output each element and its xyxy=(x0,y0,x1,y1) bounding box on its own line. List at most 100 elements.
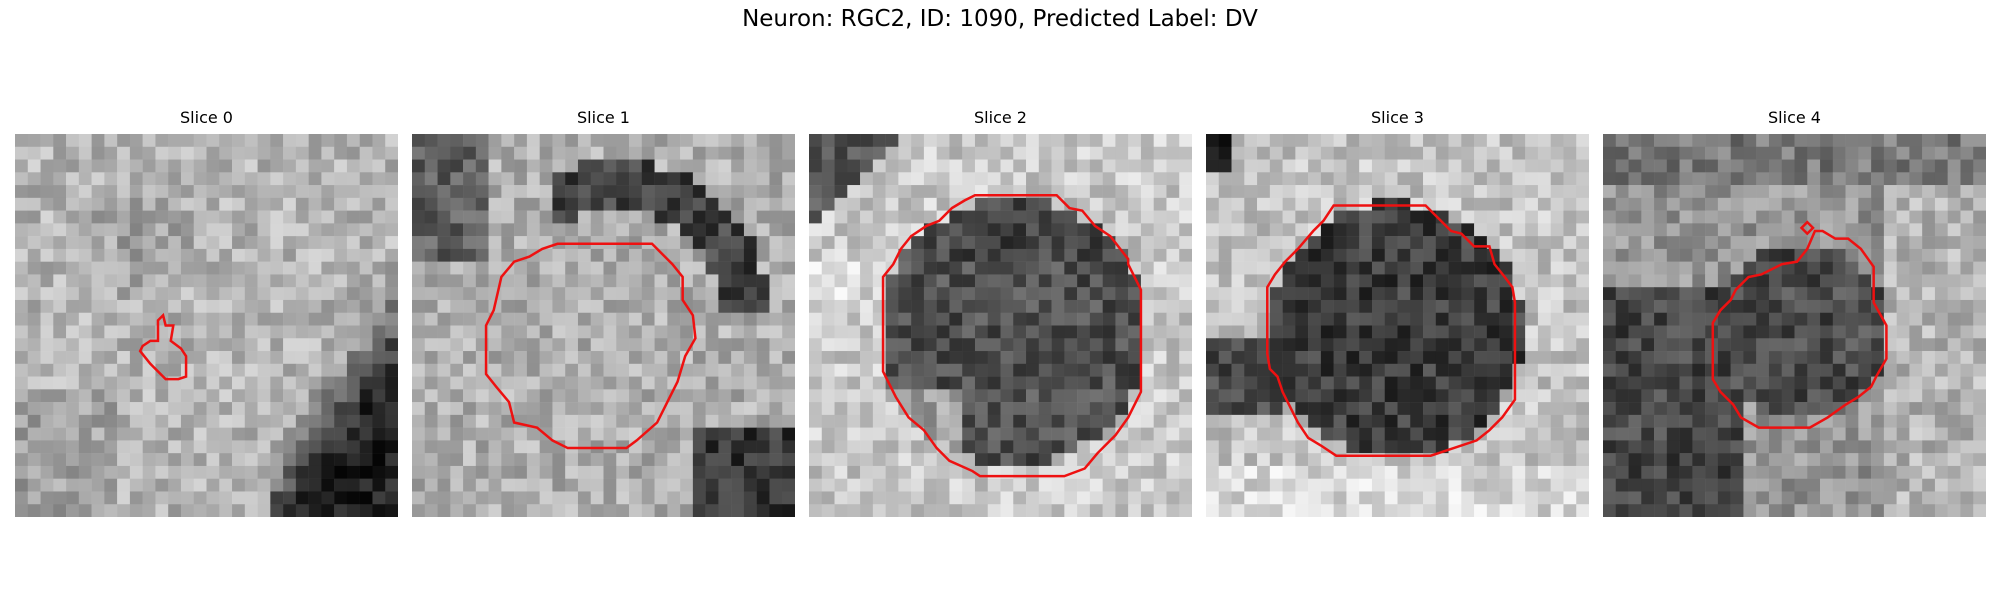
pixel xyxy=(372,312,386,326)
pixel xyxy=(412,287,426,301)
pixel xyxy=(821,274,835,288)
pixel xyxy=(743,185,757,199)
pixel xyxy=(1051,453,1065,467)
pixel xyxy=(1960,299,1974,313)
pixel xyxy=(117,414,131,428)
pixel xyxy=(1461,325,1475,339)
pixel xyxy=(539,465,553,479)
pixel xyxy=(731,389,745,403)
pixel xyxy=(424,236,438,250)
pixel xyxy=(603,274,617,288)
pixel xyxy=(66,453,80,467)
pixel xyxy=(1206,223,1220,237)
pixel xyxy=(1883,440,1897,454)
pixel xyxy=(1013,223,1027,237)
pixel xyxy=(1218,414,1232,428)
pixel xyxy=(1705,427,1719,441)
pixel xyxy=(1666,478,1680,492)
pixel xyxy=(244,312,258,326)
pixel xyxy=(1423,376,1437,390)
pixel xyxy=(603,172,617,186)
pixel xyxy=(756,478,770,492)
pixel xyxy=(1768,351,1782,365)
pixel xyxy=(1308,146,1322,160)
pixel xyxy=(1166,465,1180,479)
pixel xyxy=(437,351,451,365)
pixel xyxy=(923,376,937,390)
pixel xyxy=(514,465,528,479)
pixel xyxy=(1743,248,1757,262)
pixel xyxy=(1448,274,1462,288)
pixel xyxy=(193,325,207,339)
pixel xyxy=(1244,236,1258,250)
pixel xyxy=(1756,299,1770,313)
pixel xyxy=(1051,287,1065,301)
pixel xyxy=(232,504,246,517)
pixel xyxy=(1973,427,1986,441)
pixel xyxy=(821,325,835,339)
pixel xyxy=(1692,491,1706,505)
pixel xyxy=(847,223,861,237)
pixel xyxy=(142,197,156,211)
pixel xyxy=(1013,453,1027,467)
pixel xyxy=(321,159,335,173)
pixel xyxy=(974,351,988,365)
pixel xyxy=(270,376,284,390)
pixel xyxy=(334,287,348,301)
pixel xyxy=(1320,287,1334,301)
pixel xyxy=(692,427,706,441)
pixel xyxy=(219,197,233,211)
pixel xyxy=(1166,248,1180,262)
pixel xyxy=(1730,172,1744,186)
pixel xyxy=(1269,197,1283,211)
pixel xyxy=(1295,402,1309,416)
pixel xyxy=(743,363,757,377)
pixel xyxy=(1537,287,1551,301)
pixel xyxy=(1257,465,1271,479)
pixel xyxy=(1486,146,1500,160)
pixel xyxy=(1692,351,1706,365)
pixel xyxy=(1692,504,1706,517)
pixel xyxy=(949,465,963,479)
pixel xyxy=(475,389,489,403)
pixel xyxy=(860,491,874,505)
pixel xyxy=(1692,287,1706,301)
pixel xyxy=(1474,210,1488,224)
pixel xyxy=(1231,414,1245,428)
pixel xyxy=(1922,338,1936,352)
pixel xyxy=(629,134,643,148)
pixel xyxy=(412,389,426,403)
pixel xyxy=(1820,504,1834,517)
pixel xyxy=(155,491,169,505)
pixel xyxy=(1947,146,1961,160)
pixel xyxy=(1550,389,1564,403)
pixel xyxy=(1038,299,1052,313)
pixel xyxy=(1269,351,1283,365)
pixel xyxy=(219,376,233,390)
pixel xyxy=(142,287,156,301)
pixel xyxy=(270,402,284,416)
pixel xyxy=(104,236,118,250)
pixel xyxy=(1140,504,1154,517)
pixel xyxy=(424,504,438,517)
pixel xyxy=(885,146,899,160)
pixel xyxy=(603,504,617,517)
pixel xyxy=(731,363,745,377)
pixel xyxy=(1820,312,1834,326)
pixel xyxy=(295,427,309,441)
pixel xyxy=(180,185,194,199)
pixel xyxy=(117,210,131,224)
pixel xyxy=(1717,134,1731,148)
pixel xyxy=(1077,453,1091,467)
pixel xyxy=(782,427,795,441)
pixel xyxy=(78,325,92,339)
pixel xyxy=(705,338,719,352)
pixel xyxy=(308,325,322,339)
pixel xyxy=(257,146,271,160)
pixel xyxy=(1525,465,1539,479)
pixel xyxy=(1973,274,1986,288)
pixel xyxy=(1756,440,1770,454)
pixel xyxy=(1973,172,1986,186)
pixel xyxy=(1128,172,1142,186)
pixel xyxy=(1128,351,1142,365)
